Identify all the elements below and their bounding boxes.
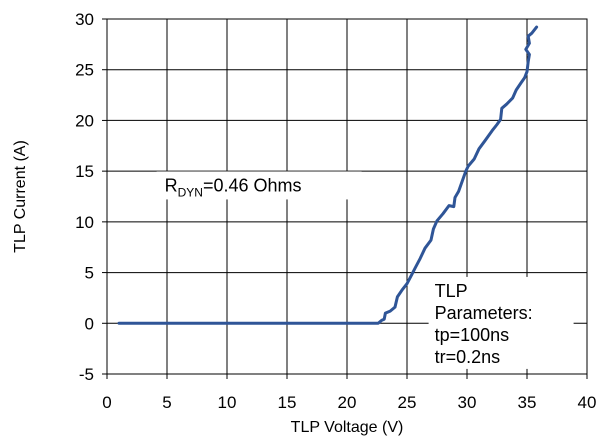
parameters-annotation-line: TLP <box>435 281 468 301</box>
parameters-annotation-line: Parameters: <box>435 303 533 323</box>
parameters-annotation-line: tr=0.2ns <box>435 347 501 367</box>
annotation-background <box>156 171 362 200</box>
annotations: RDYN=0.46 Ohms TLPParameters:tp=100nstr=0… <box>165 175 533 366</box>
y-tick-label: -5 <box>79 365 94 384</box>
x-tick-label: 0 <box>102 393 111 412</box>
annotation-background <box>428 276 574 369</box>
x-tick-label: 15 <box>278 393 297 412</box>
x-axis-title: TLP Voltage (V) <box>291 419 404 436</box>
x-tick-label: 35 <box>518 393 537 412</box>
x-tick-label: 5 <box>162 393 171 412</box>
y-tick-label: 15 <box>75 162 94 181</box>
y-tick-label: 30 <box>75 10 94 29</box>
series-line <box>117 25 539 325</box>
rdyn-annotation: RDYN=0.46 Ohms <box>165 175 302 199</box>
y-tick-label: 20 <box>75 111 94 130</box>
y-axis-title: TLP Current (A) <box>12 140 29 253</box>
y-tick-labels: -5 0 5 10 15 20 25 30 <box>75 10 94 384</box>
y-tick-label: 5 <box>85 264 94 283</box>
x-tick-label: 30 <box>458 393 477 412</box>
x-tick-labels: 0 5 10 15 20 25 30 35 40 <box>102 393 596 412</box>
y-tick-label: 10 <box>75 213 94 232</box>
grid-lines <box>107 19 587 374</box>
parameters-annotation-line: tp=100ns <box>435 325 510 345</box>
y-tick-label: 25 <box>75 61 94 80</box>
plot-frame <box>102 18 588 379</box>
x-tick-label: 20 <box>338 393 357 412</box>
x-tick-label: 25 <box>398 393 417 412</box>
x-tick-label: 40 <box>578 393 597 412</box>
x-tick-label: 10 <box>218 393 237 412</box>
y-tick-label: 0 <box>85 314 94 333</box>
series-layer <box>117 25 539 325</box>
annotation-backgrounds <box>156 171 574 369</box>
